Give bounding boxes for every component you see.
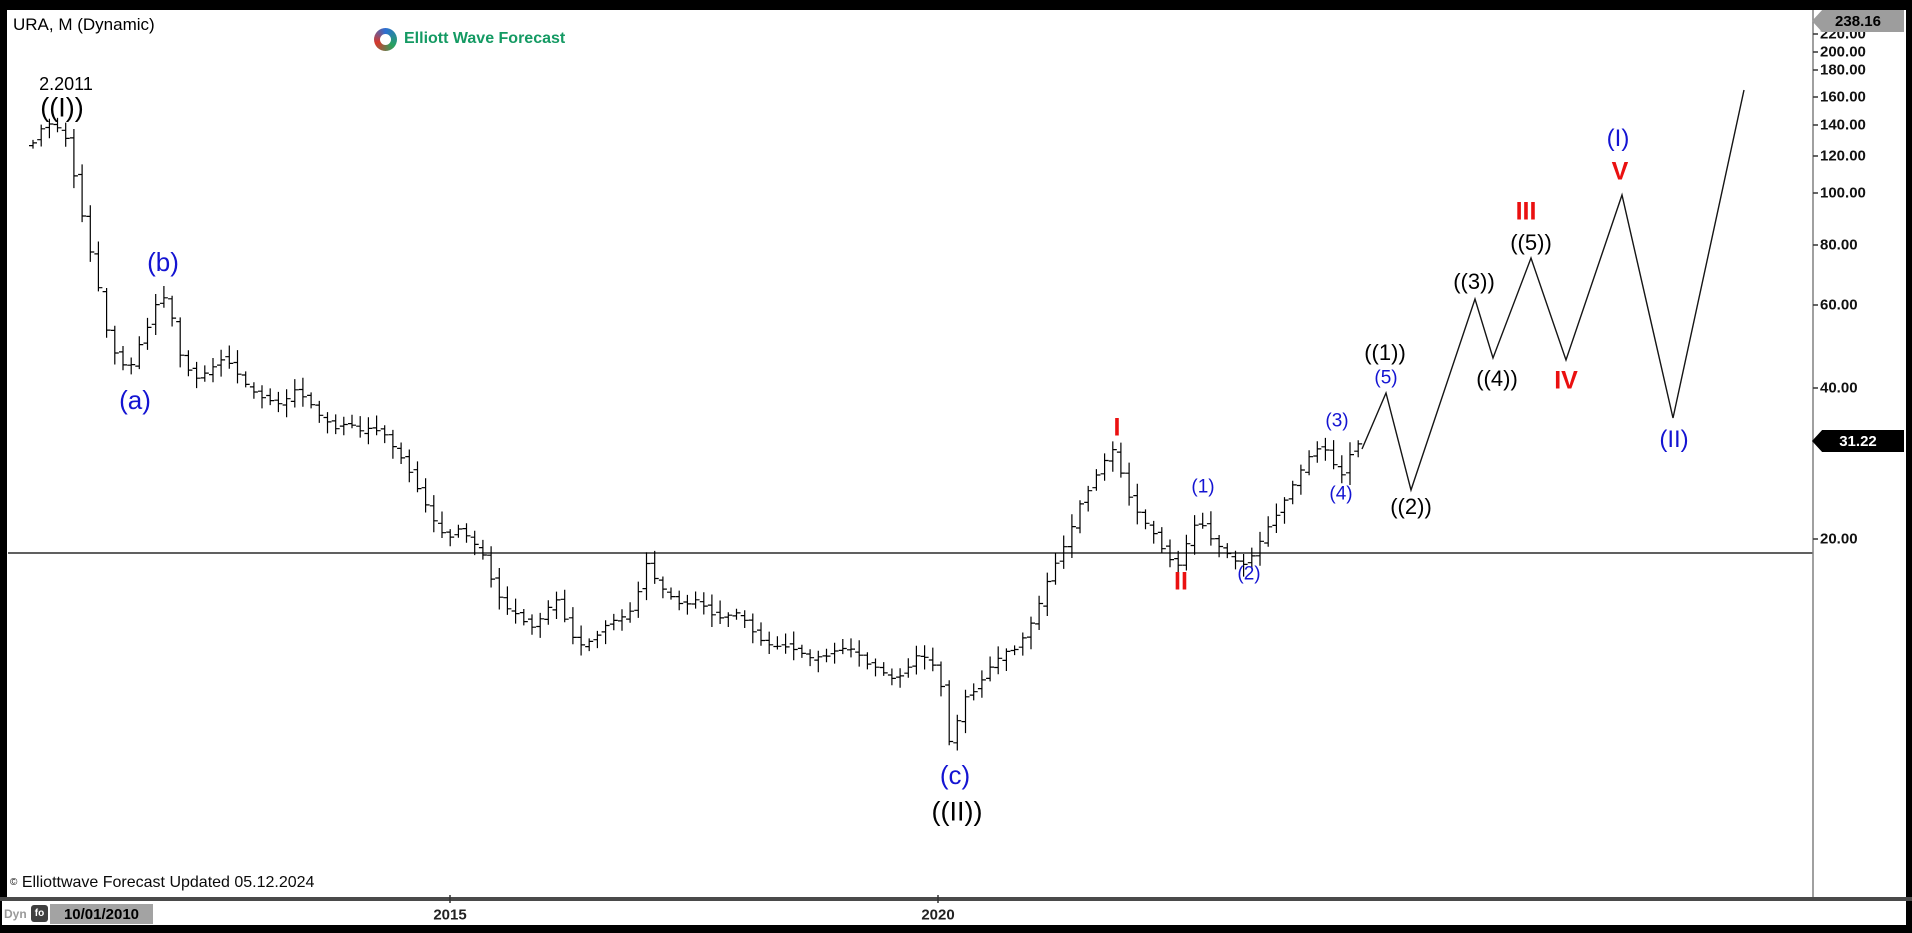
time-axis-label: 2020 — [921, 906, 955, 924]
formula-icon[interactable]: fo — [31, 905, 48, 922]
price-bars — [29, 117, 1363, 751]
chart-canvas-background — [7, 10, 1813, 901]
wave-label: III — [1515, 197, 1537, 226]
wave-label: ((I)) — [40, 92, 84, 123]
brand-logo: Elliott Wave Forecast — [374, 26, 565, 52]
price-axis-label: 40.00 — [1820, 379, 1858, 397]
wave-label: ((4)) — [1476, 366, 1518, 391]
price-axis-label: 80.00 — [1820, 236, 1858, 254]
price-axis-label: 140.00 — [1820, 116, 1866, 134]
wave-label: (I) — [1606, 125, 1630, 152]
last-price-badge: 31.22 — [1812, 430, 1904, 452]
wave-label: I — [1113, 413, 1121, 442]
wave-label: (b) — [147, 247, 179, 277]
price-axis-label: 180.00 — [1820, 61, 1866, 79]
wave-label: ((3)) — [1453, 269, 1495, 294]
logo-text: Elliott Wave Forecast — [404, 30, 566, 47]
wave-label: ((1)) — [1364, 340, 1406, 365]
logo-swirl-icon — [374, 27, 397, 51]
price-axis-label: 20.00 — [1820, 530, 1858, 548]
price-axis-label: 160.00 — [1820, 88, 1866, 106]
copyright-mark: © — [10, 877, 18, 888]
wave-label: (4) — [1329, 483, 1353, 505]
wave-label: (3) — [1325, 410, 1349, 432]
high-price-value: 238.16 — [1835, 12, 1881, 30]
forecast-wave-line — [1361, 89, 1745, 493]
price-axis-label: 120.00 — [1820, 147, 1866, 165]
update-text: Elliottwave Forecast Updated 05.12.2024 — [21, 874, 315, 891]
price-axis-label: 100.00 — [1820, 184, 1866, 202]
wave-label: (c) — [939, 760, 971, 790]
price-axis-ticks — [1813, 33, 1818, 540]
time-axis-bar — [2, 901, 1906, 925]
update-watermark: © Elliottwave Forecast Updated 05.12.202… — [10, 874, 314, 892]
start-date-badge[interactable]: 10/01/2010 — [50, 904, 153, 924]
bottom-border — [0, 925, 1912, 933]
time-axis-ticks — [449, 895, 939, 903]
wave-label: ((2)) — [1390, 494, 1432, 519]
ohlc-bars-path — [29, 117, 1363, 751]
dyn-mode-button[interactable]: Dyn — [4, 907, 27, 921]
wave-label: ((5)) — [1510, 230, 1552, 255]
last-price-value: 31.22 — [1839, 432, 1877, 450]
wave-label: IV — [1554, 366, 1578, 395]
wave-label: (1) — [1191, 476, 1215, 498]
wave-label: (II) — [1659, 426, 1689, 453]
wave-label: (a) — [119, 385, 151, 415]
symbol-title: URA, M (Dynamic) — [13, 15, 155, 34]
price-axis-label: 60.00 — [1820, 296, 1858, 314]
wave-label: (5) — [1374, 367, 1398, 389]
wave-label: II — [1174, 567, 1188, 596]
price-axis-label: 200.00 — [1820, 43, 1866, 61]
wave-label: V — [1611, 157, 1629, 186]
wave-label: ((II)) — [931, 796, 983, 827]
axis-separator — [0, 897, 1912, 901]
time-axis-label: 2015 — [433, 906, 467, 924]
high-price-badge: 238.16 — [1812, 10, 1904, 32]
annotation-high-date: 2.2011 — [39, 74, 93, 94]
price-axis-panel — [1813, 10, 1906, 901]
wave-label: (2) — [1237, 563, 1261, 585]
